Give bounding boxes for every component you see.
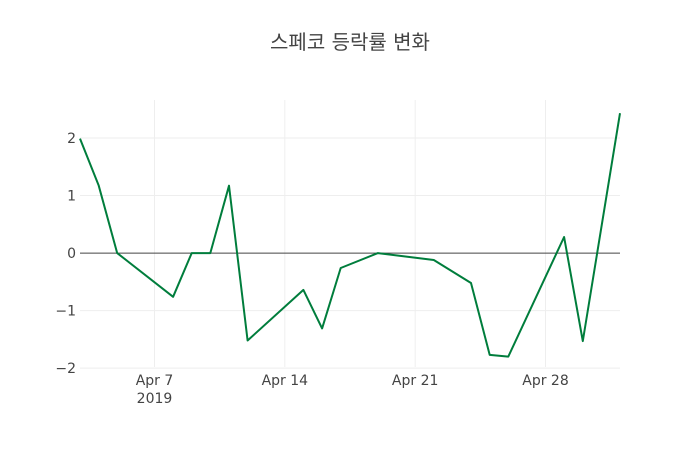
x-tick-sublabel: 2019 — [137, 391, 173, 407]
series-group — [79, 113, 621, 358]
x-tick-label: Apr 21 — [392, 373, 438, 389]
grid — [80, 100, 620, 369]
y-tick-label: 2 — [67, 131, 76, 147]
x-axis: Apr 7 2019 Apr 14 Apr 21 Apr 28 — [136, 373, 569, 407]
x-tick-label: Apr 28 — [522, 373, 568, 389]
chart-title: 스페코 등락률 변화 — [270, 30, 430, 54]
x-tick-label: Apr 14 — [262, 373, 309, 389]
y-tick-label: −1 — [55, 304, 76, 320]
y-tick-label: 1 — [67, 189, 76, 205]
x-tick-label: Apr 7 — [136, 373, 174, 389]
series-line — [79, 113, 621, 358]
y-tick-label: 0 — [67, 246, 76, 262]
y-axis: 2 1 0 −1 −2 — [55, 131, 76, 377]
y-tick-label: −2 — [55, 361, 76, 377]
